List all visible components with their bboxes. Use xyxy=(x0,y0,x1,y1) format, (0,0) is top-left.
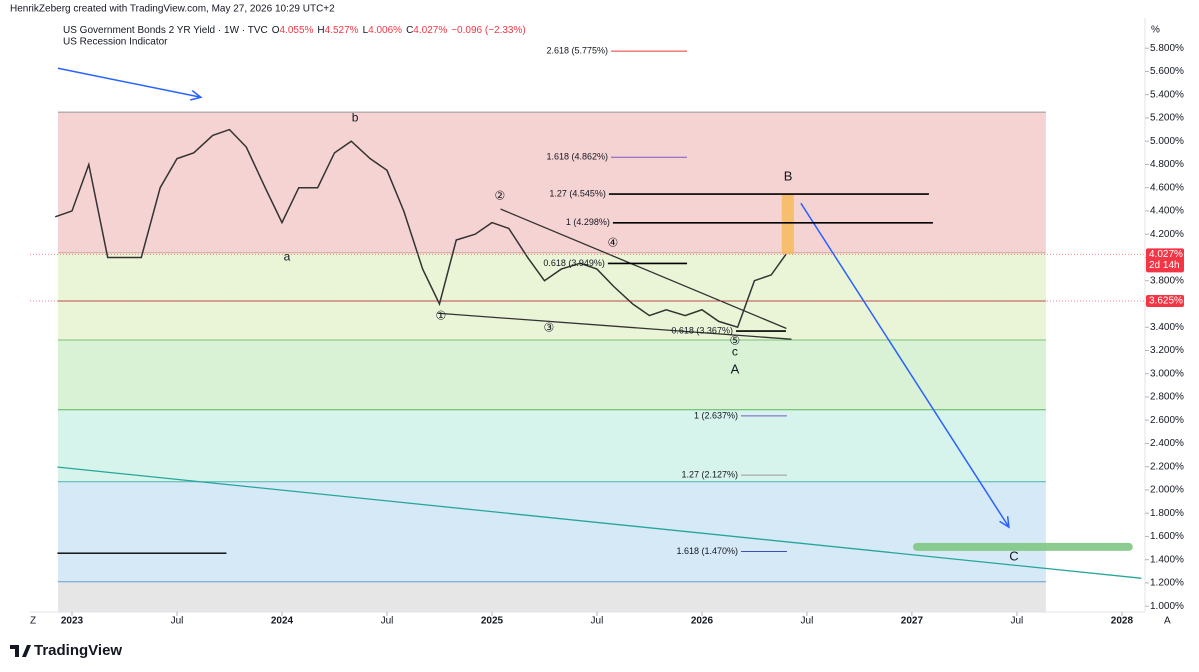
wave-label: A xyxy=(731,362,740,377)
unit: % xyxy=(1151,25,1160,36)
x-tick-label: Jul xyxy=(591,616,604,627)
x-tick-label: Jul xyxy=(801,616,814,627)
arrow xyxy=(57,67,203,101)
y-tick-label: 1.800% xyxy=(1150,508,1184,519)
wave-label: ② xyxy=(495,188,506,202)
y-tick-label: 3.000% xyxy=(1150,368,1184,379)
y-tick-label: 1.400% xyxy=(1150,554,1184,565)
fib-label: 1.618 (4.862%) xyxy=(546,152,608,162)
zone xyxy=(57,481,1046,582)
y-tick-label: 5.200% xyxy=(1150,113,1184,124)
x-tick-label: Jul xyxy=(381,616,394,627)
x-tick-label: Jul xyxy=(171,616,184,627)
zone xyxy=(57,112,1046,253)
x-tick-label: 2026 xyxy=(691,616,714,627)
header-text: US Government Bonds 2 YR Yield · 1W · TV… xyxy=(63,25,268,36)
price-badge-sub: 2d 14h xyxy=(1149,260,1180,271)
y-tick-label: 2.800% xyxy=(1150,392,1184,403)
header-text: H xyxy=(317,25,324,36)
highlight xyxy=(781,193,794,254)
fib-label: 0.618 (3.367%) xyxy=(671,325,733,335)
trend-line xyxy=(57,466,1142,579)
header-text: −0.096 (−2.33%) xyxy=(451,25,526,36)
y-tick-label: 2.200% xyxy=(1150,461,1184,472)
x-tick-label: 2023 xyxy=(61,616,84,627)
y-tick-label: 1.200% xyxy=(1150,578,1184,589)
zone xyxy=(57,409,1046,482)
price-badge xyxy=(1146,248,1184,273)
y-tick-label: 1.000% xyxy=(1150,601,1184,612)
wave-label: ④ xyxy=(608,235,619,249)
x-tick-label: 2024 xyxy=(271,616,294,627)
x-tick-label: 2027 xyxy=(901,616,924,627)
wave-label: b xyxy=(352,110,359,124)
fib-label: 1 (4.298%) xyxy=(566,217,610,227)
corner-right: A xyxy=(1164,616,1171,627)
indicator-name: US Recession Indicator xyxy=(63,37,168,48)
y-tick-label: 4.200% xyxy=(1150,229,1184,240)
wave-label: ⑤ xyxy=(730,333,741,347)
header-text: 4.027% xyxy=(413,25,447,36)
x-tick-label: 2028 xyxy=(1111,616,1134,627)
zone xyxy=(57,581,1046,612)
y-tick-label: 5.800% xyxy=(1150,43,1184,54)
symbol-title: US Government Bonds 2 YR Yield · 1W · TV… xyxy=(63,25,526,36)
credit: HenrikZeberg created with TradingView.co… xyxy=(10,4,335,15)
wave-label: ③ xyxy=(543,320,554,334)
y-tick-label: 5.400% xyxy=(1150,89,1184,100)
fib-label: 0.618 (3.949%) xyxy=(543,258,605,268)
wave-label: C xyxy=(1009,549,1018,564)
x-tick-label: Jul xyxy=(1011,616,1024,627)
price-badge-label: 4.027% xyxy=(1149,249,1183,260)
plot: 2.618 (5.775%) 1.618 (4.862%) 1.27 (4.545%… xyxy=(54,46,1142,612)
y-tick-label: 2.400% xyxy=(1150,438,1184,449)
x-tick-label: 2025 xyxy=(481,616,504,627)
y-tick-label: 2.000% xyxy=(1150,485,1184,496)
header-text: 4.527% xyxy=(325,25,359,36)
fib-label: 1 (2.637%) xyxy=(694,410,738,420)
y-tick-label: 4.400% xyxy=(1150,206,1184,217)
trend-line xyxy=(437,312,792,340)
logo-icon xyxy=(10,645,31,657)
fib-label: 1.27 (4.545%) xyxy=(549,188,606,198)
fib-label: 1.27 (2.127%) xyxy=(681,470,738,480)
wave-label: ① xyxy=(436,308,447,322)
header-text: O xyxy=(272,25,280,36)
fib-label: 1.618 (1.470%) xyxy=(676,546,738,556)
y-tick-label: 3.400% xyxy=(1150,322,1184,333)
y-tick-label: 3.800% xyxy=(1150,275,1184,286)
y-tick-label: 3.200% xyxy=(1150,345,1184,356)
corner-left: Z xyxy=(30,616,36,627)
logo: TradingView xyxy=(10,642,122,659)
y-tick-label: 2.600% xyxy=(1150,415,1184,426)
y-tick-label: 1.600% xyxy=(1150,531,1184,542)
fib-label: 2.618 (5.775%) xyxy=(546,46,608,56)
header-text: 4.006% xyxy=(368,25,402,36)
price-line xyxy=(54,128,787,329)
price-badge-label: 3.625% xyxy=(1149,296,1183,307)
wave-label: c xyxy=(732,344,738,358)
y-tick-label: 4.600% xyxy=(1150,182,1184,193)
y-tick-label: 5.600% xyxy=(1150,66,1184,77)
logo-text: TradingView xyxy=(34,642,122,659)
header-text: C xyxy=(406,25,413,36)
header-text: L xyxy=(363,25,369,36)
wave-label: B xyxy=(784,169,793,184)
trend-line xyxy=(500,208,787,329)
header-text: 4.055% xyxy=(280,25,314,36)
zone xyxy=(57,339,1046,410)
wave-label: a xyxy=(284,249,291,263)
y-tick-label: 4.800% xyxy=(1150,159,1184,170)
y-tick-label: 5.000% xyxy=(1150,136,1184,147)
price-badge xyxy=(1146,295,1184,308)
zone xyxy=(57,252,1046,340)
arrow xyxy=(800,202,1010,529)
